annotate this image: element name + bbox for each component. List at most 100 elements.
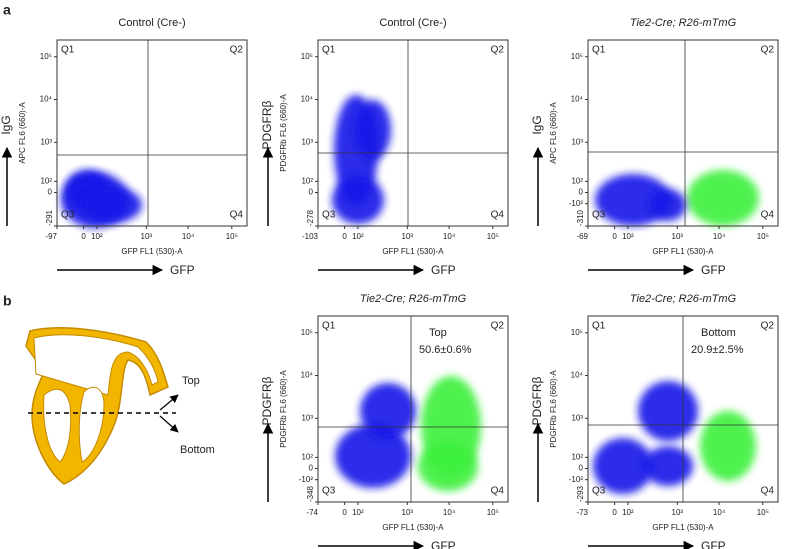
x-tick-label: 0 <box>81 232 86 241</box>
x-tick-label: 10⁴ <box>713 232 726 241</box>
x-axis-label: GFP FL1 (530)-A <box>382 523 444 532</box>
x-tick-label: 10² <box>622 232 634 241</box>
quadrant-label: Q3 <box>322 210 336 221</box>
plot-title: Tie2-Cre; R26-mTmG <box>630 293 737 305</box>
panel-label: a <box>3 2 11 18</box>
flow-plot: Control (Cre-) Q1 Q2 Q3 Q4 -103 0 10² 10³ 10⁴ 10⁵ -… <box>260 17 509 277</box>
y-tick-label: 10⁴ <box>40 95 53 104</box>
x-tick-label: -69 <box>576 232 588 241</box>
y-tick-label: -10² <box>569 475 584 484</box>
y-tick-label: 10⁴ <box>571 371 584 380</box>
plot-title: Control (Cre-) <box>118 17 185 29</box>
y-tick-label: 10² <box>301 176 313 185</box>
quadrant-label: Q1 <box>592 45 606 56</box>
x-tick-label: 10³ <box>402 508 414 517</box>
x-tick-label: 10³ <box>141 232 153 241</box>
plot-title: Tie2-Cre; R26-mTmG <box>360 293 467 305</box>
x-tick-label: 10² <box>352 232 364 241</box>
y-tick-label: 10³ <box>571 137 583 146</box>
x-tick-label: 10⁵ <box>487 232 499 241</box>
x-tick-label: 10³ <box>402 232 414 241</box>
diagram-label: Top <box>182 375 200 387</box>
plot-title: Tie2-Cre; R26-mTmG <box>630 17 737 29</box>
quadrant-label: Q2 <box>761 45 775 56</box>
x-tick-label: 10⁵ <box>226 232 238 241</box>
y-tick-label: -310 <box>576 209 585 226</box>
quadrant-label: Q3 <box>61 210 75 221</box>
y-marker: PDGFRβ <box>260 376 274 425</box>
y-tick-label: 10⁴ <box>301 95 314 104</box>
event-cloud <box>360 383 416 439</box>
x-tick-label: -103 <box>302 232 319 241</box>
panel-label: b <box>3 293 12 309</box>
y-tick-label: 10⁴ <box>571 95 584 104</box>
plot-frame <box>317 39 509 227</box>
event-cloud <box>595 174 671 226</box>
quadrant-label: Q3 <box>322 486 336 497</box>
x-marker: GFP <box>701 539 726 549</box>
y-tick-label: 0 <box>48 188 53 197</box>
x-tick-label: 10² <box>352 508 364 517</box>
y-axis-label: APC FL6 (660)-A <box>549 102 558 164</box>
y-tick-label: 10³ <box>40 137 52 146</box>
y-tick-label: -10² <box>569 199 584 208</box>
x-tick-label: 10⁴ <box>443 232 456 241</box>
x-marker: GFP <box>431 539 456 549</box>
y-axis-label: APC FL6 (660)-A <box>18 102 27 164</box>
y-tick-label: 10² <box>40 176 52 185</box>
plot-frame <box>56 39 248 227</box>
y-tick-label: 10² <box>571 176 583 185</box>
flow-plot: Control (Cre-) Q1 Q2 Q3 Q4 -97 0 10² 10³ 10⁴ 10⁵ -2… <box>0 17 248 277</box>
x-tick-label: 10⁵ <box>757 508 769 517</box>
event-cloud <box>418 441 478 491</box>
event-cloud <box>82 187 142 223</box>
y-tick-label: 10⁵ <box>40 52 52 61</box>
quadrant-label: Q2 <box>491 321 505 332</box>
y-marker: IgG <box>0 115 13 134</box>
y-tick-label: 0 <box>309 464 314 473</box>
y-tick-label: 0 <box>579 188 584 197</box>
quadrant-label: Q2 <box>230 45 244 56</box>
quadrant-label: Q4 <box>491 486 505 497</box>
event-cloud <box>332 176 384 224</box>
x-tick-label: 10⁴ <box>713 508 726 517</box>
x-tick-label: 10² <box>622 508 634 517</box>
y-tick-label: 0 <box>579 464 584 473</box>
event-cloud <box>335 424 411 488</box>
annotation: Bottom <box>701 327 736 339</box>
y-axis-label: PDGFRb FL6 (660)-A <box>549 370 558 448</box>
y-tick-label: -293 <box>576 485 585 502</box>
x-tick-label: 10⁵ <box>757 232 769 241</box>
x-tick-label: 10³ <box>672 508 684 517</box>
flow-plot: Tie2-Cre; R26-mTmG Q1 Q2 Q3 Q4 -73 0 10² 10³ 10⁴ 1… <box>530 293 779 549</box>
x-tick-label: 0 <box>342 232 347 241</box>
x-tick-label: 10³ <box>672 232 684 241</box>
quadrant-label: Q2 <box>491 45 505 56</box>
x-tick-label: -97 <box>45 232 57 241</box>
quadrant-label: Q2 <box>761 321 775 332</box>
x-tick-label: -74 <box>306 508 318 517</box>
x-tick-label: 0 <box>612 508 617 517</box>
plot-frame <box>317 315 509 503</box>
flow-plot: Tie2-Cre; R26-mTmG Q1 Q2 Q3 Q4 -69 0 10² 10³ 10⁴ 1… <box>530 17 779 277</box>
event-cloud <box>355 100 391 160</box>
y-tick-label: 10³ <box>301 137 313 146</box>
x-marker: GFP <box>701 263 726 277</box>
y-tick-label: 10⁵ <box>571 328 583 337</box>
diagram-label: Bottom <box>180 444 215 456</box>
annotation: 20.9±2.5% <box>691 344 744 356</box>
y-tick-label: -278 <box>306 209 315 226</box>
x-axis-label: GFP FL1 (530)-A <box>652 523 714 532</box>
plot-frame <box>587 39 779 227</box>
quadrant-label: Q3 <box>592 486 606 497</box>
x-tick-label: 0 <box>612 232 617 241</box>
y-tick-label: 10² <box>301 452 313 461</box>
x-axis-label: GFP FL1 (530)-A <box>382 247 444 256</box>
y-tick-label: 10⁵ <box>571 52 583 61</box>
quadrant-label: Q4 <box>230 210 244 221</box>
y-tick-label: 10² <box>571 452 583 461</box>
x-tick-label: 10⁵ <box>487 508 499 517</box>
x-tick-label: 10⁴ <box>182 232 195 241</box>
event-cloud <box>643 446 693 486</box>
quadrant-label: Q1 <box>61 45 75 56</box>
